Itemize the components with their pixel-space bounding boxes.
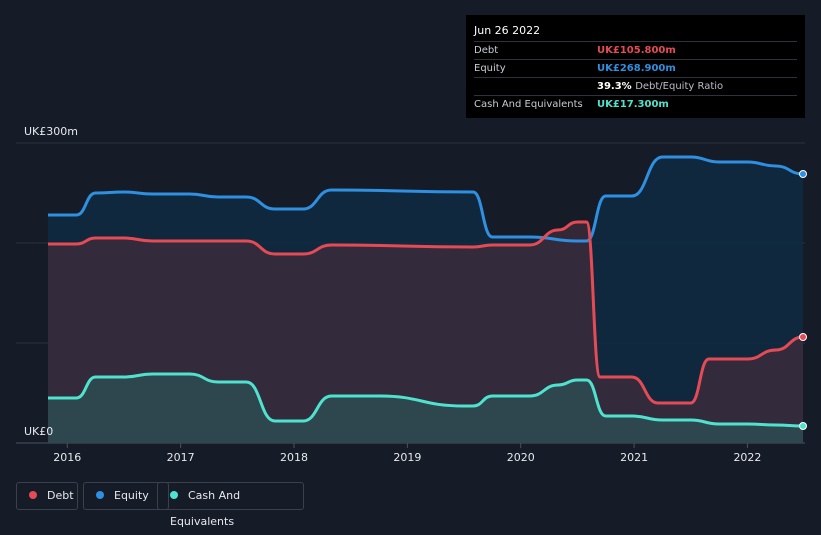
cash-and-equivalents-area	[48, 374, 803, 443]
tooltip-equity-label: Equity	[474, 63, 506, 74]
legend-debt-dot	[29, 491, 37, 499]
x-tick-label: 2017	[167, 451, 195, 464]
tooltip-ratio: 39.3% Debt/Equity Ratio	[597, 78, 723, 95]
x-tick-label: 2016	[53, 451, 81, 464]
tooltip-row-ratio: 39.3% Debt/Equity Ratio	[474, 77, 797, 95]
tooltip-ratio-label: Debt/Equity Ratio	[635, 81, 724, 92]
tooltip-row-cash: Cash And Equivalents UK£17.300m	[474, 95, 797, 113]
legend-equity-dot	[96, 491, 104, 499]
series-markers	[799, 170, 807, 430]
legend-item-equity[interactable]: Equity	[83, 482, 169, 510]
tooltip-row-debt: Debt UK£105.800m	[474, 41, 797, 59]
debt-end-marker	[799, 333, 807, 341]
legend-item-cash[interactable]: Cash And Equivalents	[157, 482, 304, 528]
tooltip-date: Jun 26 2022	[474, 24, 541, 37]
debt-line	[48, 220, 804, 405]
series-areas	[48, 157, 803, 443]
series-lines	[48, 155, 804, 428]
legend-equity-label: Equity	[114, 489, 149, 502]
x-tick-label: 2019	[393, 451, 421, 464]
x-axis-ticks: 2016 2017 2018 2019 2020 2021 2022	[53, 443, 761, 464]
legend-item-debt[interactable]: Debt	[16, 482, 78, 510]
x-tick-label: 2018	[280, 451, 308, 464]
legend-debt-label: Debt	[47, 489, 74, 502]
tooltip-row-equity: Equity UK£268.900m	[474, 59, 797, 77]
y-axis-bottom-label: UK£0	[24, 425, 53, 438]
tooltip-equity-value: UK£268.900m	[597, 63, 676, 74]
x-tick-label: 2020	[507, 451, 535, 464]
cash-and-equivalents-line	[48, 372, 804, 428]
cash-and-equivalents-end-marker	[799, 422, 807, 430]
tooltip-cash-value: UK£17.300m	[597, 99, 669, 110]
tooltip-debt-label: Debt	[474, 45, 499, 56]
x-tick-label: 2022	[733, 451, 761, 464]
equity-end-marker	[799, 170, 807, 178]
x-tick-label: 2021	[620, 451, 648, 464]
data-tooltip: Jun 26 2022 Debt UK£105.800m Equity UK£2…	[466, 15, 805, 118]
tooltip-ratio-value: 39.3%	[597, 81, 632, 92]
legend-cash-label: Cash And Equivalents	[170, 489, 241, 528]
y-axis-top-label: UK£300m	[24, 125, 78, 138]
equity-line	[48, 155, 804, 243]
tooltip-cash-label: Cash And Equivalents	[474, 99, 583, 110]
legend-cash-dot	[170, 491, 178, 499]
tooltip-debt-value: UK£105.800m	[597, 45, 676, 56]
